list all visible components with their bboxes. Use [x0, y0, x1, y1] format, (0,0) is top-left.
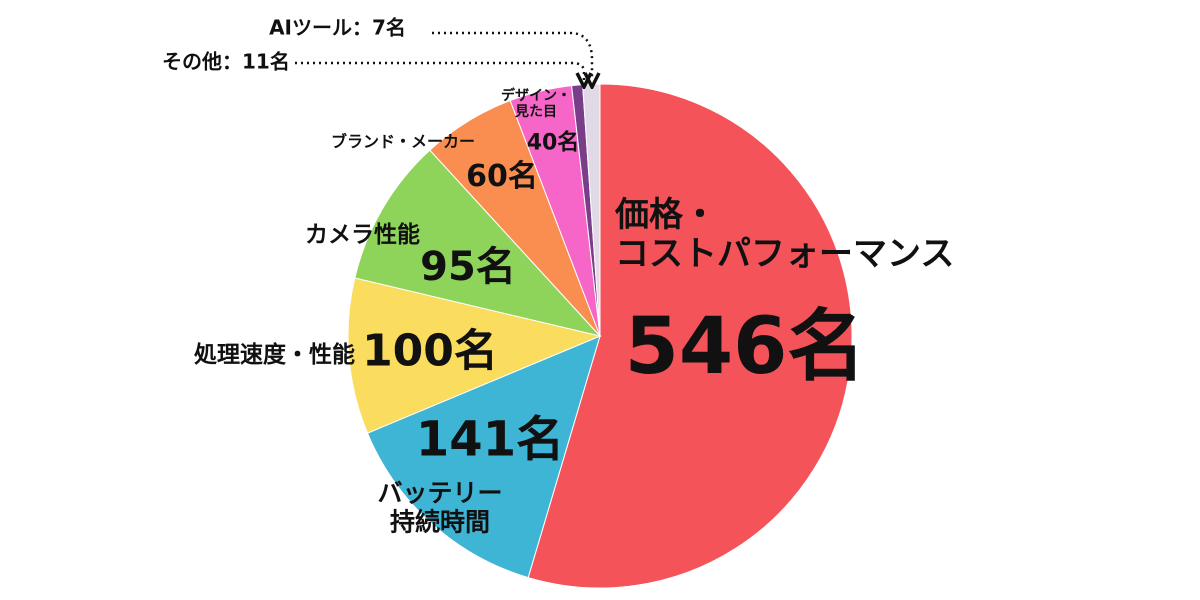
pie-slice [366, 335, 601, 579]
pie-slice [527, 83, 853, 589]
slice-name: カメラ性能 [305, 221, 420, 248]
slice-name: その他： [162, 49, 242, 74]
value-label: 60名 [466, 158, 538, 194]
value-label: 100名 [362, 325, 498, 377]
value-label: 95名 [420, 244, 516, 290]
slice-name: バッテリー 持続時間 [377, 478, 503, 536]
pie-slice [347, 277, 602, 434]
value-label: 546名 [624, 302, 866, 393]
pie [347, 83, 853, 589]
value-label: 141名 [415, 411, 565, 468]
slice-name: デザイン・ 見た目 [501, 87, 571, 120]
slice-name: ブランド・メーカー [330, 131, 475, 151]
slice-name: 処理速度・性能 [194, 341, 355, 368]
slice-name: AIツール： [269, 15, 372, 40]
value-label: 40名 [526, 130, 580, 156]
pie-slice [354, 149, 602, 337]
value-label: 11名 [242, 49, 290, 74]
value-label: 7名 [372, 15, 406, 40]
slice-name: 価格・ コストパフォーマンス [615, 194, 955, 274]
callout-line [295, 61, 584, 80]
callout-line [432, 31, 592, 80]
